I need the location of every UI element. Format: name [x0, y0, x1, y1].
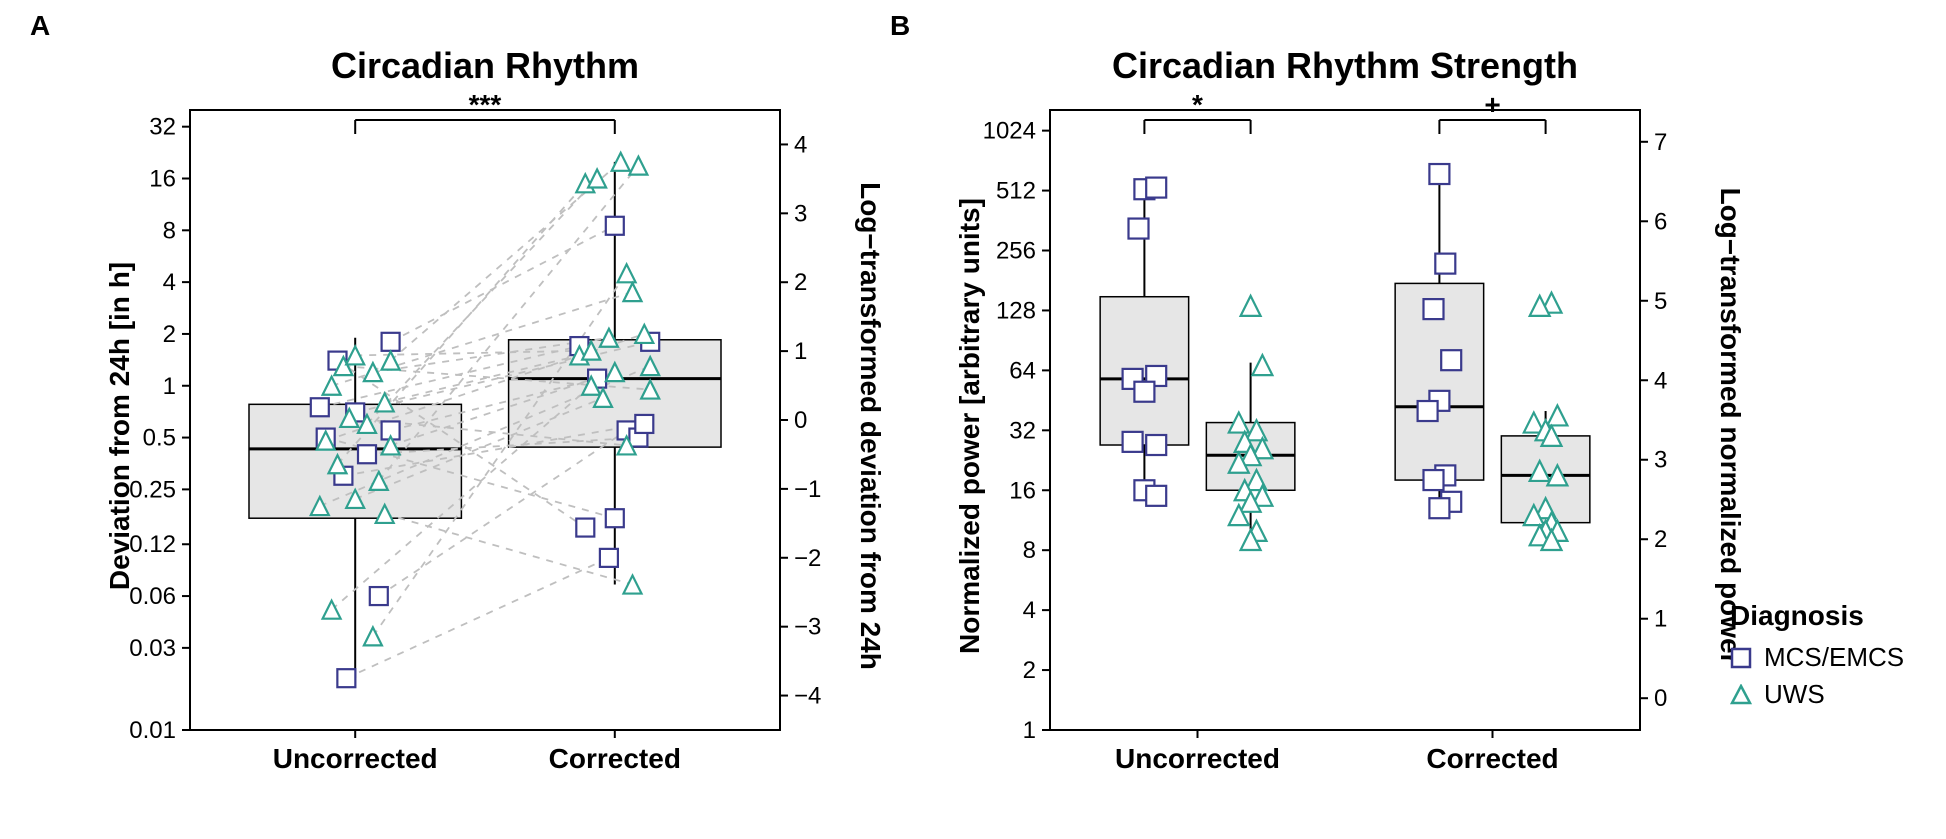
svg-text:3: 3: [794, 200, 807, 227]
legend-item-mcs: MCS/EMCS: [1730, 642, 1904, 673]
svg-text:0: 0: [1654, 685, 1667, 712]
svg-text:+: +: [1484, 89, 1500, 120]
svg-text:32: 32: [149, 114, 176, 141]
svg-text:32: 32: [1009, 417, 1036, 444]
svg-text:−2: −2: [794, 545, 821, 572]
square-icon: [1730, 647, 1752, 669]
svg-text:4: 4: [163, 269, 176, 296]
svg-text:2: 2: [794, 269, 807, 296]
svg-text:−3: −3: [794, 614, 821, 641]
svg-text:8: 8: [163, 217, 176, 244]
svg-text:Corrected: Corrected: [549, 743, 681, 774]
legend-label-uws: UWS: [1764, 679, 1825, 710]
svg-text:Uncorrected: Uncorrected: [273, 743, 438, 774]
svg-text:512: 512: [996, 178, 1036, 205]
svg-text:5: 5: [1654, 288, 1667, 315]
svg-text:0.03: 0.03: [129, 635, 176, 662]
svg-text:1: 1: [1654, 606, 1667, 633]
svg-text:0.12: 0.12: [129, 531, 176, 558]
svg-text:0.01: 0.01: [129, 717, 176, 744]
svg-text:64: 64: [1009, 357, 1036, 384]
figure-root: A B Circadian Rhythm Circadian Rhythm St…: [0, 0, 1946, 839]
svg-text:4: 4: [1023, 597, 1036, 624]
svg-text:Corrected: Corrected: [1426, 743, 1558, 774]
legend-title: Diagnosis: [1730, 600, 1904, 632]
svg-text:*: *: [1192, 89, 1203, 120]
triangle-icon: [1730, 684, 1752, 706]
svg-text:256: 256: [996, 238, 1036, 265]
svg-text:0.06: 0.06: [129, 583, 176, 610]
svg-text:2: 2: [1023, 657, 1036, 684]
svg-text:Uncorrected: Uncorrected: [1115, 743, 1280, 774]
svg-text:6: 6: [1654, 208, 1667, 235]
svg-text:2: 2: [1654, 526, 1667, 553]
svg-text:3: 3: [1654, 447, 1667, 474]
svg-text:2: 2: [163, 321, 176, 348]
svg-text:1024: 1024: [983, 118, 1036, 145]
svg-text:4: 4: [1654, 367, 1667, 394]
svg-text:4: 4: [794, 131, 807, 158]
svg-text:1: 1: [794, 338, 807, 365]
svg-text:0.25: 0.25: [129, 476, 176, 503]
legend-label-mcs: MCS/EMCS: [1764, 642, 1904, 673]
svg-text:128: 128: [996, 297, 1036, 324]
svg-text:7: 7: [1654, 129, 1667, 156]
svg-text:16: 16: [1009, 477, 1036, 504]
svg-text:−4: −4: [794, 683, 821, 710]
plot-svg: 0.010.030.060.120.250.512481632−4−3−2−10…: [0, 0, 1946, 839]
svg-text:0: 0: [794, 407, 807, 434]
svg-text:1: 1: [1023, 717, 1036, 744]
svg-text:0.5: 0.5: [143, 425, 176, 452]
svg-text:−1: −1: [794, 476, 821, 503]
svg-text:***: ***: [469, 89, 502, 120]
legend-item-uws: UWS: [1730, 679, 1904, 710]
legend: Diagnosis MCS/EMCS UWS: [1730, 600, 1904, 716]
svg-text:1: 1: [163, 373, 176, 400]
svg-text:8: 8: [1023, 537, 1036, 564]
svg-text:16: 16: [149, 165, 176, 192]
